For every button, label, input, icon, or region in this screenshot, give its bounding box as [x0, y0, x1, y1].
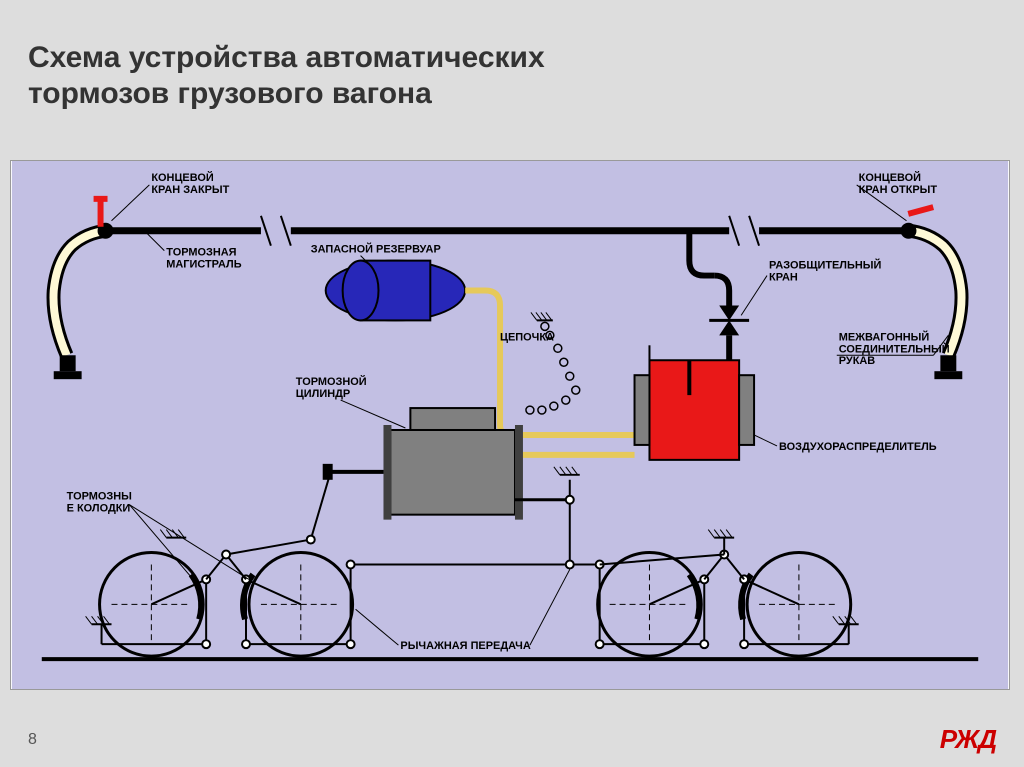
lbl-brake-shoes: ТОРМОЗНЫЕ КОЛОДКИ: [67, 491, 132, 515]
title-line-1: Схема устройства автоматических: [28, 40, 996, 76]
page-number: 8: [28, 731, 37, 749]
lbl-lever-linkage: РЫЧАЖНАЯ ПЕРЕДАЧА: [400, 640, 530, 652]
rzd-logo: РЖД: [940, 724, 996, 755]
lbl-spare-reservoir: ЗАПАСНОЙ РЕЗЕРВУАР: [311, 243, 441, 256]
air-distributor: [635, 345, 755, 460]
title-line-2: тормозов грузового вагона: [28, 76, 996, 112]
spare-reservoir: [326, 261, 465, 321]
brake-schematic: КОНЦЕВОЙКРАН ЗАКРЫТ КОНЦЕВОЙКРАН ОТКРЫТ …: [11, 161, 1009, 689]
slide-footer: 8 РЖД: [28, 724, 996, 755]
diagram-container: КОНЦЕВОЙКРАН ЗАКРЫТ КОНЦЕВОЙКРАН ОТКРЫТ …: [10, 160, 1010, 690]
slide-title: Схема устройства автоматических тормозов…: [0, 0, 1024, 128]
lbl-chain: ЦЕПОЧКА: [500, 331, 554, 343]
lbl-brake-line: ТОРМОЗНАЯМАГИСТРАЛЬ: [166, 247, 241, 271]
lbl-air-distributor: ВОЗДУХОРАСПРЕДЕЛИТЕЛЬ: [779, 441, 937, 453]
